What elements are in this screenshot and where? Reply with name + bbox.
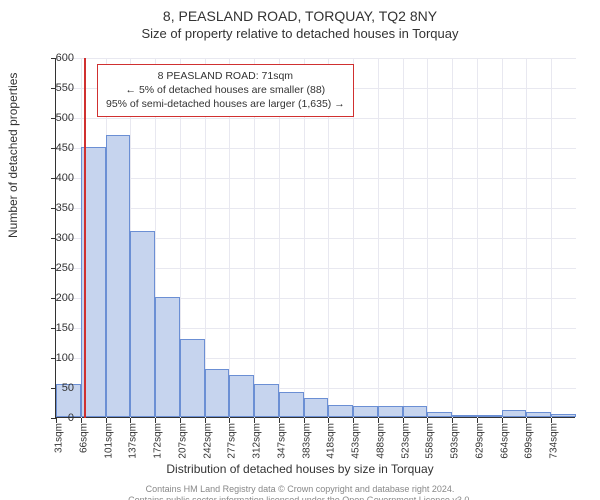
histogram-bar: [551, 414, 576, 417]
xtick-label: 558sqm: [425, 423, 436, 459]
histogram-bar: [130, 231, 155, 417]
histogram-bar: [526, 412, 551, 417]
xtick-label: 523sqm: [400, 423, 411, 459]
gridline-vertical: [378, 58, 379, 418]
histogram-bar: [229, 375, 254, 417]
histogram-bar: [403, 406, 428, 417]
histogram-bar: [106, 135, 131, 417]
ytick-label: 600: [34, 52, 74, 64]
ytick-label: 150: [34, 322, 74, 334]
gridline-vertical: [502, 58, 503, 418]
footer-line-2: Contains public sector information licen…: [0, 495, 600, 500]
histogram-bar: [328, 405, 353, 417]
histogram-bar: [427, 412, 452, 417]
ytick-label: 200: [34, 292, 74, 304]
xtick-label: 593sqm: [450, 423, 461, 459]
histogram-bar: [254, 384, 279, 417]
xtick-label: 242sqm: [202, 423, 213, 459]
ytick-label: 450: [34, 142, 74, 154]
xtick-label: 347sqm: [276, 423, 287, 459]
xtick-label: 312sqm: [252, 423, 263, 459]
ytick-label: 400: [34, 172, 74, 184]
gridline-vertical: [452, 58, 453, 418]
histogram-bar: [304, 398, 329, 417]
xtick-label: 699sqm: [524, 423, 535, 459]
footer-attribution: Contains HM Land Registry data © Crown c…: [0, 484, 600, 500]
chart-area: 31sqm66sqm101sqm137sqm172sqm207sqm242sqm…: [55, 58, 575, 418]
xtick-label: 207sqm: [177, 423, 188, 459]
xtick-label: 31sqm: [54, 423, 65, 453]
gridline-horizontal: [56, 178, 576, 179]
gridline-vertical: [526, 58, 527, 418]
y-axis-label: Number of detached properties: [6, 73, 20, 238]
footer-line-1: Contains HM Land Registry data © Crown c…: [0, 484, 600, 495]
gridline-vertical: [551, 58, 552, 418]
xtick-label: 418sqm: [326, 423, 337, 459]
xtick-label: 383sqm: [301, 423, 312, 459]
chart-container: 8, PEASLAND ROAD, TORQUAY, TQ2 8NY Size …: [0, 8, 600, 500]
ytick-label: 300: [34, 232, 74, 244]
histogram-bar: [477, 415, 502, 417]
ytick-label: 250: [34, 262, 74, 274]
histogram-bar: [353, 406, 378, 417]
ytick-label: 0: [34, 412, 74, 424]
histogram-bar: [155, 297, 180, 417]
chart-subtitle: Size of property relative to detached ho…: [0, 26, 600, 41]
callout-line-3: 95% of semi-detached houses are larger (…: [106, 97, 345, 111]
ytick-label: 500: [34, 112, 74, 124]
gridline-vertical: [477, 58, 478, 418]
ytick-label: 350: [34, 202, 74, 214]
histogram-bar: [180, 339, 205, 417]
histogram-bar: [502, 410, 527, 417]
gridline-horizontal: [56, 58, 576, 59]
xtick-label: 629sqm: [474, 423, 485, 459]
xtick-label: 137sqm: [128, 423, 139, 459]
gridline-horizontal: [56, 148, 576, 149]
ytick-label: 100: [34, 352, 74, 364]
x-axis-label: Distribution of detached houses by size …: [0, 462, 600, 476]
histogram-bar: [205, 369, 230, 417]
gridline-horizontal: [56, 208, 576, 209]
gridline-horizontal: [56, 118, 576, 119]
histogram-bar: [378, 406, 403, 417]
ytick-label: 50: [34, 382, 74, 394]
xtick-label: 66sqm: [78, 423, 89, 453]
xtick-label: 734sqm: [549, 423, 560, 459]
gridline-vertical: [403, 58, 404, 418]
xtick-label: 172sqm: [153, 423, 164, 459]
histogram-bar: [279, 392, 304, 417]
xtick-label: 664sqm: [499, 423, 510, 459]
property-marker-line: [84, 58, 86, 418]
callout-line-1: 8 PEASLAND ROAD: 71sqm: [106, 69, 345, 83]
xtick-label: 453sqm: [351, 423, 362, 459]
callout-line-2: ← 5% of detached houses are smaller (88): [106, 83, 345, 97]
histogram-bar: [452, 415, 477, 417]
xtick-label: 488sqm: [375, 423, 386, 459]
xtick-label: 277sqm: [227, 423, 238, 459]
chart-title: 8, PEASLAND ROAD, TORQUAY, TQ2 8NY: [0, 8, 600, 24]
xtick-label: 101sqm: [103, 423, 114, 459]
marker-callout: 8 PEASLAND ROAD: 71sqm ← 5% of detached …: [97, 64, 354, 117]
gridline-vertical: [427, 58, 428, 418]
ytick-label: 550: [34, 82, 74, 94]
